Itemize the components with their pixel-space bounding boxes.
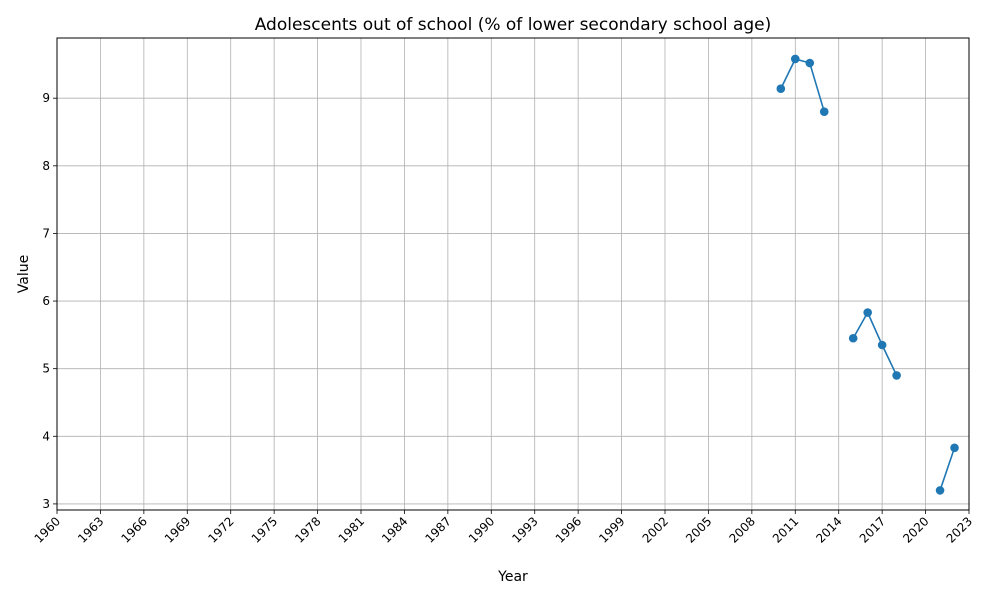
- x-tick-label: 1984: [379, 514, 410, 545]
- y-tick-label: 5: [42, 362, 50, 376]
- plot-frame: [56, 37, 970, 511]
- data-point: [935, 486, 945, 495]
- x-tick-label: 2008: [726, 514, 757, 545]
- x-tick-label: 1999: [596, 514, 627, 545]
- y-tick-label: 8: [42, 159, 50, 173]
- x-tick-label: 1996: [553, 514, 584, 545]
- series-lines: [780, 58, 956, 491]
- y-axis-label: Value: [16, 255, 32, 293]
- y-tick-label: 3: [42, 497, 50, 511]
- series-line-segment: [780, 58, 826, 112]
- x-axis: 1960 1963 1966 1969 1972 1975 1978 1981 1984 1987…: [32, 510, 975, 546]
- x-tick-label: 1969: [162, 514, 193, 545]
- x-tick-label: 2017: [857, 514, 888, 545]
- x-tick-label: 1990: [466, 514, 497, 545]
- y-axis: 3 4 5 6 7 8 9: [42, 91, 57, 511]
- chart-title: Adolescents out of school (% of lower se…: [255, 15, 772, 35]
- data-point: [776, 84, 786, 94]
- plot-area: [57, 38, 969, 510]
- series-line-segment: [852, 310, 898, 376]
- x-tick-label: 1966: [118, 514, 149, 545]
- series-line-segment: [939, 447, 956, 491]
- x-tick-label: 1975: [249, 514, 280, 545]
- x-axis-label: Year: [497, 569, 528, 585]
- y-tick-label: 7: [42, 226, 50, 240]
- y-tick-label: 9: [42, 91, 50, 105]
- x-tick-label: 1981: [336, 514, 367, 545]
- x-tick-label: 1993: [509, 514, 540, 545]
- x-tick-label: 2014: [813, 514, 844, 545]
- x-tick-label: 1978: [292, 514, 323, 545]
- x-tick-label: 2011: [770, 514, 801, 545]
- data-point: [877, 340, 887, 350]
- data-point: [892, 371, 901, 380]
- x-tick-label: 1960: [32, 514, 63, 545]
- series-points: [776, 54, 959, 495]
- x-tick-label: 2005: [683, 514, 714, 545]
- y-tick-label: 4: [42, 429, 50, 443]
- x-tick-label: 1972: [205, 514, 236, 545]
- x-tick-label: 2023: [944, 514, 975, 545]
- x-tick-label: 2002: [640, 514, 671, 545]
- x-tick-label: 1963: [75, 514, 106, 545]
- data-point: [819, 107, 829, 117]
- x-tick-label: 2020: [900, 514, 931, 545]
- data-point: [950, 443, 959, 453]
- data-point: [863, 308, 872, 317]
- data-point: [848, 333, 858, 343]
- data-point: [805, 58, 815, 68]
- y-tick-label: 6: [42, 294, 50, 308]
- grid: [56, 38, 970, 510]
- data-point: [790, 54, 800, 64]
- x-tick-label: 1987: [422, 514, 453, 545]
